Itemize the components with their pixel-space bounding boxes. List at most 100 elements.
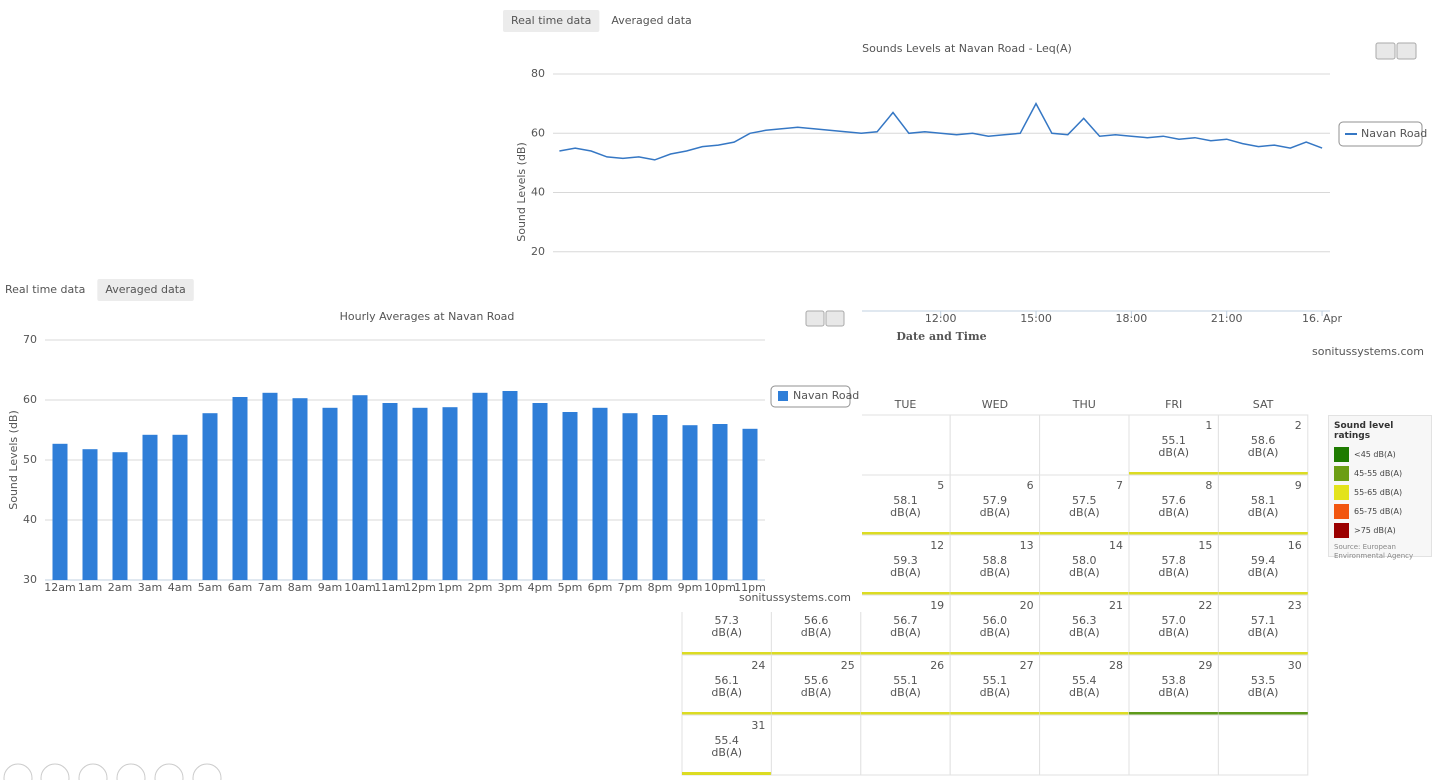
rating-bar <box>860 532 951 535</box>
bar <box>82 449 98 580</box>
y-tick-label: 20 <box>531 245 545 258</box>
day-number: 23 <box>1288 599 1302 612</box>
download-button[interactable] <box>825 310 845 327</box>
day-unit: dB(A) <box>801 686 832 699</box>
day-unit: dB(A) <box>711 686 742 699</box>
ratings-items: <45 dB(A) 45-55 dB(A) 55-65 dB(A) 65-75 dB(… <box>1334 445 1426 540</box>
calendar-cell <box>949 414 1041 476</box>
y-axis-label: Sound Levels (dB) <box>515 142 528 242</box>
x-tick-label: 9pm <box>678 581 703 594</box>
bar <box>442 407 458 580</box>
x-tick-label: 2pm <box>468 581 493 594</box>
print-button[interactable] <box>805 310 825 327</box>
rating-bar <box>1129 592 1219 595</box>
tab[interactable]: Averaged data <box>105 283 185 296</box>
y-tick-label: 60 <box>23 393 37 406</box>
day-unit: dB(A) <box>711 746 742 759</box>
day-unit: dB(A) <box>980 506 1011 519</box>
x-tick-label: 11pm <box>734 581 766 594</box>
day-unit: dB(A) <box>801 626 832 639</box>
weekday-label: SAT <box>1253 398 1274 411</box>
x-axis-label: Date and Time <box>896 330 986 343</box>
calendar-cell <box>1217 654 1309 716</box>
calendar-cell <box>1128 534 1219 596</box>
day-number: 14 <box>1109 539 1123 552</box>
print-button[interactable] <box>1375 42 1396 60</box>
bar <box>262 392 278 580</box>
calendar-cell <box>860 414 951 476</box>
calendar-cell <box>681 654 772 716</box>
toolbar-button[interactable] <box>154 763 184 780</box>
bar <box>592 407 608 580</box>
day-value: 56.3 <box>1072 614 1097 627</box>
calendar-cell <box>770 714 862 776</box>
calendar-cell <box>1217 414 1309 476</box>
x-tick-label: 1am <box>78 581 102 594</box>
bar <box>52 443 68 580</box>
calendar-cell <box>949 534 1041 596</box>
legend-label[interactable]: Navan Road <box>1361 127 1427 140</box>
rating-bar <box>682 712 772 715</box>
line-series <box>559 102 1323 161</box>
bar <box>412 407 428 580</box>
calendar-cell <box>1039 474 1130 536</box>
calendar-cell <box>860 534 951 596</box>
top-buttons <box>1375 42 1417 60</box>
day-unit: dB(A) <box>1248 626 1279 639</box>
calendar-cell <box>1128 594 1219 656</box>
toolbar-button[interactable] <box>116 763 146 780</box>
rating-swatch <box>1334 466 1349 481</box>
calendar-cell <box>1039 414 1130 476</box>
x-tick-label: 12pm <box>404 581 436 594</box>
x-tick-label: 5pm <box>558 581 583 594</box>
toolbar-button[interactable] <box>40 763 70 780</box>
toolbar-button[interactable] <box>78 763 108 780</box>
calendar-cell <box>949 714 1041 776</box>
toolbar-button[interactable] <box>192 763 222 780</box>
x-tick-label: 12:00 <box>925 312 957 325</box>
bar <box>532 403 548 580</box>
bar <box>202 413 218 580</box>
rating-item: <45 dB(A) <box>1334 445 1426 464</box>
download-button[interactable] <box>1396 42 1417 60</box>
y-tick-label: 60 <box>531 126 545 139</box>
rating-bar <box>860 652 951 655</box>
toolbar-button[interactable] <box>3 763 33 780</box>
rating-bar <box>682 772 772 775</box>
day-unit: dB(A) <box>890 686 921 699</box>
bar <box>322 407 338 580</box>
x-tick-label: 11am <box>374 581 405 594</box>
day-value: 59.3 <box>893 554 918 567</box>
day-value: 55.1 <box>1161 434 1186 447</box>
weekday-label: TUE <box>894 398 917 411</box>
day-value: 56.1 <box>714 674 739 687</box>
day-value: 53.5 <box>1251 674 1276 687</box>
bar <box>502 391 518 580</box>
y-axis-label: Sound Levels (dB) <box>7 410 20 510</box>
bar <box>352 395 368 580</box>
day-value: 57.5 <box>1072 494 1097 507</box>
day-unit: dB(A) <box>711 626 742 639</box>
bar <box>142 434 158 580</box>
day-number: 20 <box>1020 599 1034 612</box>
day-unit: dB(A) <box>1248 686 1279 699</box>
calendar-cell <box>1217 594 1309 656</box>
legend-label[interactable]: Navan Road <box>793 389 859 402</box>
rating-bar <box>1039 652 1129 655</box>
tab[interactable]: Real time data <box>511 14 591 27</box>
tab-bg[interactable] <box>97 279 194 301</box>
rating-bar <box>1129 652 1219 655</box>
ratings-source: Source: European Environmental Agency <box>1334 543 1414 560</box>
tab[interactable]: Real time data <box>5 283 85 296</box>
x-tick-label: 4pm <box>528 581 553 594</box>
rating-label: <45 dB(A) <box>1354 450 1396 459</box>
x-tick-label: 7pm <box>618 581 643 594</box>
bar <box>232 397 248 580</box>
tab[interactable]: Averaged data <box>611 14 691 27</box>
day-number: 1 <box>1205 419 1212 432</box>
calendar-cell <box>860 714 951 776</box>
x-tick-label: 21:00 <box>1211 312 1243 325</box>
tab-bg[interactable] <box>503 10 600 32</box>
rating-label: >75 dB(A) <box>1354 526 1396 535</box>
x-tick-label: 8pm <box>648 581 673 594</box>
